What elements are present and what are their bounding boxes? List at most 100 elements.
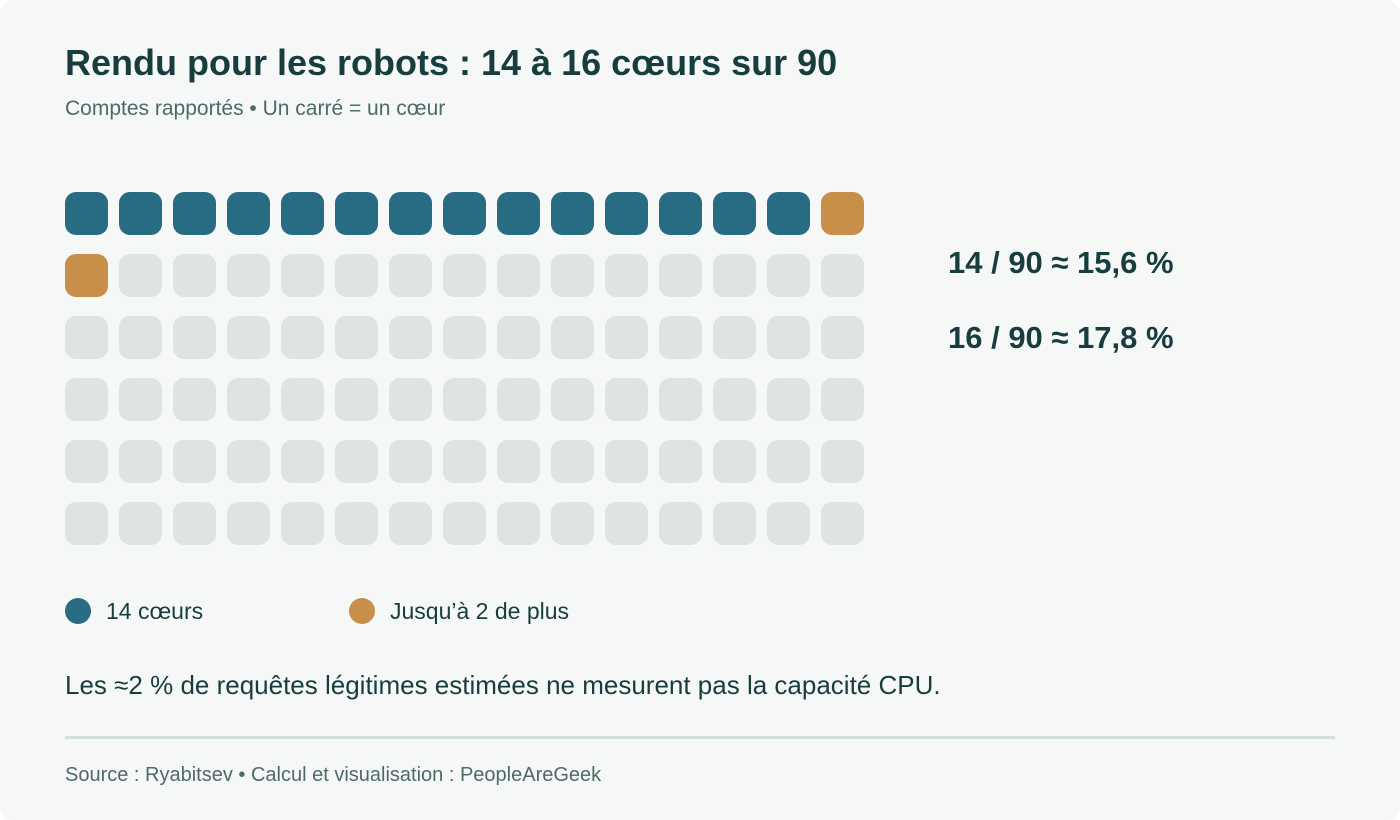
waffle-cell-empty [119, 316, 162, 359]
waffle-cell-empty [713, 316, 756, 359]
chart-title: Rendu pour les robots : 14 à 16 cœurs su… [65, 42, 838, 83]
waffle-cell-empty [767, 316, 810, 359]
legend-swatch-extra [349, 598, 375, 624]
waffle-cell-empty [281, 316, 324, 359]
waffle-cell-empty [821, 316, 864, 359]
waffle-cell-empty [551, 440, 594, 483]
waffle-cell-empty [119, 502, 162, 545]
waffle-cell-empty [119, 440, 162, 483]
waffle-cell-core [605, 192, 648, 235]
waffle-cell-empty [173, 440, 216, 483]
waffle-cell-empty [659, 502, 702, 545]
waffle-cell-empty [173, 378, 216, 421]
waffle-cell-core [335, 192, 378, 235]
legend-item-extra: Jusqu’à 2 de plus [349, 597, 569, 625]
waffle-cell-empty [605, 378, 648, 421]
waffle-cell-empty [497, 316, 540, 359]
waffle-cell-core [173, 192, 216, 235]
waffle-grid [65, 192, 864, 545]
waffle-cell-empty [281, 378, 324, 421]
waffle-cell-empty [389, 502, 432, 545]
waffle-cell-empty [443, 316, 486, 359]
waffle-cell-empty [497, 378, 540, 421]
waffle-cell-empty [551, 502, 594, 545]
waffle-cell-empty [281, 254, 324, 297]
waffle-cell-empty [443, 378, 486, 421]
waffle-cell-empty [227, 502, 270, 545]
waffle-cell-empty [659, 378, 702, 421]
waffle-cell-core [497, 192, 540, 235]
waffle-cell-empty [497, 440, 540, 483]
waffle-cell-empty [119, 254, 162, 297]
waffle-cell-empty [713, 254, 756, 297]
waffle-cell-core [119, 192, 162, 235]
waffle-cell-empty [551, 254, 594, 297]
waffle-cell-empty [659, 254, 702, 297]
waffle-cell-extra [821, 192, 864, 235]
divider [65, 736, 1335, 739]
waffle-cell-empty [65, 316, 108, 359]
waffle-cell-empty [659, 440, 702, 483]
waffle-cell-core [281, 192, 324, 235]
waffle-cell-empty [227, 316, 270, 359]
waffle-cell-empty [173, 254, 216, 297]
chart-subtitle: Comptes rapportés • Un carré = un cœur [65, 97, 446, 120]
waffle-cell-core [551, 192, 594, 235]
waffle-cell-empty [119, 378, 162, 421]
waffle-cell-empty [551, 378, 594, 421]
waffle-cell-core [659, 192, 702, 235]
waffle-cell-empty [497, 254, 540, 297]
waffle-cell-empty [605, 316, 648, 359]
footnote: Les ≈2 % de requêtes légitimes estimées … [65, 670, 941, 700]
legend-label-extra: Jusqu’à 2 de plus [390, 597, 570, 624]
waffle-cell-empty [659, 316, 702, 359]
waffle-cell-empty [713, 378, 756, 421]
waffle-cell-empty [65, 440, 108, 483]
waffle-cell-empty [767, 502, 810, 545]
source-line: Source : Ryabitsev • Calcul et visualisa… [65, 764, 602, 786]
waffle-cell-empty [497, 502, 540, 545]
waffle-cell-empty [821, 502, 864, 545]
waffle-cell-empty [821, 378, 864, 421]
waffle-cell-empty [713, 502, 756, 545]
legend-label-cores: 14 cœurs [106, 597, 204, 624]
waffle-cell-empty [173, 502, 216, 545]
waffle-cell-empty [821, 440, 864, 483]
waffle-cell-empty [713, 440, 756, 483]
waffle-cell-empty [335, 502, 378, 545]
waffle-cell-empty [389, 254, 432, 297]
waffle-cell-empty [443, 502, 486, 545]
waffle-cell-empty [767, 254, 810, 297]
waffle-cell-empty [65, 378, 108, 421]
waffle-cell-empty [389, 316, 432, 359]
waffle-cell-empty [821, 254, 864, 297]
legend-swatch-cores [65, 598, 91, 624]
waffle-cell-empty [443, 254, 486, 297]
waffle-cell-empty [605, 254, 648, 297]
waffle-cell-empty [65, 502, 108, 545]
waffle-cell-empty [335, 254, 378, 297]
waffle-cell-core [65, 192, 108, 235]
waffle-cell-empty [443, 440, 486, 483]
waffle-cell-empty [281, 440, 324, 483]
waffle-cell-core [389, 192, 432, 235]
waffle-cell-empty [605, 440, 648, 483]
annotation-low-share: 14 / 90 ≈ 15,6 % [948, 245, 1174, 280]
waffle-cell-empty [389, 440, 432, 483]
waffle-cell-core [713, 192, 756, 235]
waffle-cell-core [227, 192, 270, 235]
waffle-cell-empty [335, 316, 378, 359]
waffle-cell-empty [281, 502, 324, 545]
waffle-cell-empty [335, 378, 378, 421]
waffle-cell-empty [767, 440, 810, 483]
waffle-cell-empty [227, 440, 270, 483]
legend-item-cores: 14 cœurs [65, 597, 203, 625]
annotation-high-share: 16 / 90 ≈ 17,8 % [948, 320, 1174, 355]
waffle-cell-extra [65, 254, 108, 297]
waffle-cell-empty [335, 440, 378, 483]
waffle-cell-empty [605, 502, 648, 545]
waffle-cell-empty [227, 254, 270, 297]
waffle-cell-empty [551, 316, 594, 359]
waffle-cell-empty [389, 378, 432, 421]
